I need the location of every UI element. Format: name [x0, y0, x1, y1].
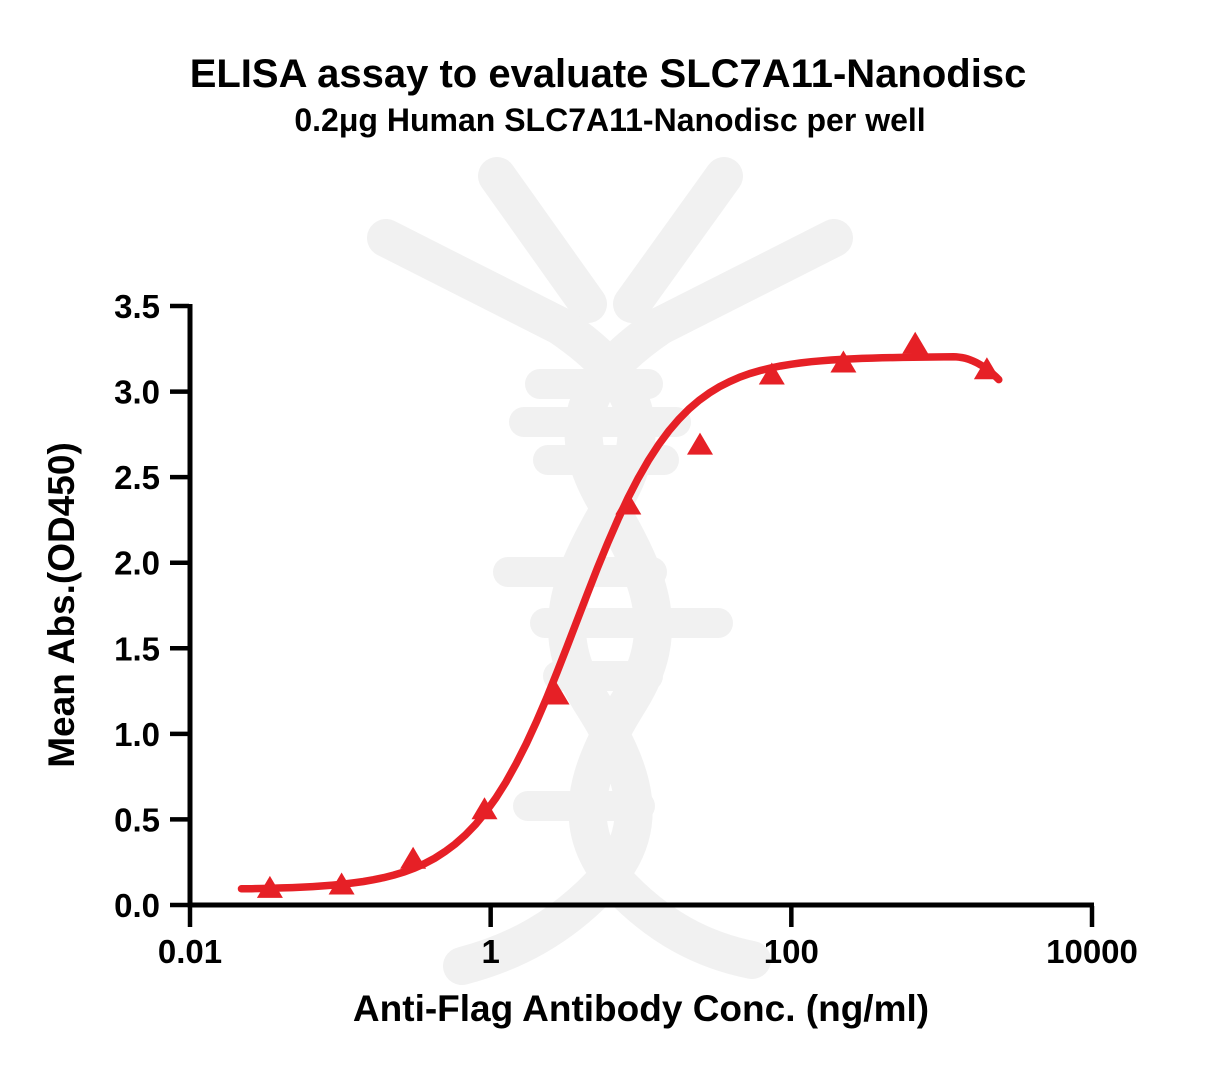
data-point-marker: [615, 492, 642, 515]
y-tick-label: 2.0: [114, 545, 160, 582]
x-axis-label: Anti-Flag Antibody Conc. (ng/ml): [353, 988, 929, 1029]
x-tick-label: 10000: [1046, 933, 1138, 970]
x-tick-label: 1: [481, 933, 499, 970]
y-tick-label: 3.0: [114, 374, 160, 411]
x-tick-label: 0.01: [158, 933, 222, 970]
y-axis-label: Mean Abs.(OD450): [41, 442, 82, 768]
y-tick-label: 1.0: [114, 716, 160, 753]
data-point-marker: [687, 432, 713, 455]
chart-subtitle: 0.2μg Human SLC7A11-Nanodisc per well: [294, 102, 925, 138]
data-point-marker: [830, 350, 857, 373]
y-tick-label: 0.0: [114, 887, 160, 924]
chart-title: ELISA assay to evaluate SLC7A11-Nanodisc: [190, 52, 1027, 96]
data-point-marker: [973, 357, 1000, 380]
y-tick-label: 1.5: [114, 630, 160, 667]
data-point-marker: [400, 846, 427, 869]
data-point-marker: [471, 797, 498, 820]
fit-curve: [237, 353, 1003, 893]
y-tick-label: 0.5: [114, 801, 160, 838]
plot-area: 0.0 0.5 1.0 1.5 2.0 2.5 3.0 3.5 0.01 1 100 10000: [114, 288, 1138, 970]
data-point-marker: [902, 331, 929, 354]
y-tick-label: 3.5: [114, 288, 160, 325]
y-tick-label: 2.5: [114, 459, 160, 496]
axis-frame: [187, 304, 1094, 908]
data-point-marker: [758, 362, 785, 385]
data-point-marker: [328, 872, 355, 895]
data-point-marker: [543, 682, 570, 705]
data-point-marker: [256, 875, 283, 898]
x-tick-label: 100: [764, 933, 819, 970]
